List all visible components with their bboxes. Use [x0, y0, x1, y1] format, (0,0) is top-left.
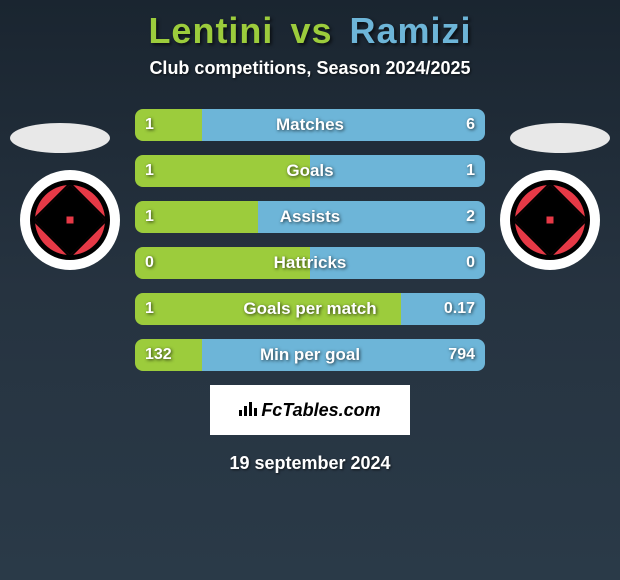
stat-bar-value-left: 1	[145, 116, 154, 134]
title-player-right: Ramizi	[350, 10, 472, 51]
stat-bar: Matches 1 6	[135, 109, 485, 141]
brand-box: FcTables.com	[210, 385, 410, 435]
page-title: Lentini vs Ramizi	[0, 0, 620, 52]
stat-bar: Hattricks 0 0	[135, 247, 485, 279]
club-badge-right	[500, 170, 600, 270]
stat-bar-label: Goals per match	[243, 299, 376, 319]
stat-bar-label: Hattricks	[274, 253, 347, 273]
stat-bar-label: Matches	[276, 115, 344, 135]
comparison-bars: Matches 1 6 Goals 1 1 Assists 1 2 Hattricks 0 0 Goal…	[135, 109, 485, 371]
stat-bar: Assists 1 2	[135, 201, 485, 233]
stat-bar-label: Goals	[286, 161, 333, 181]
stat-bar: Goals 1 1	[135, 155, 485, 187]
stat-bar-left-fill	[135, 155, 310, 187]
stat-bar-value-right: 2	[466, 208, 475, 226]
title-vs: vs	[290, 10, 332, 51]
title-player-left: Lentini	[148, 10, 273, 51]
stat-bar-value-right: 6	[466, 116, 475, 134]
stat-bar-label: Min per goal	[260, 345, 360, 365]
stat-bar-value-left: 132	[145, 346, 172, 364]
stat-bar-label: Assists	[280, 207, 340, 227]
stat-bar-right-fill	[310, 155, 485, 187]
stat-bar: Min per goal 132 794	[135, 339, 485, 371]
stat-bar-value-left: 0	[145, 254, 154, 272]
xamax-badge-icon	[510, 180, 590, 260]
xamax-badge-icon	[30, 180, 110, 260]
stat-bar-value-right: 0.17	[444, 300, 475, 318]
infographic-date: 19 september 2024	[0, 453, 620, 474]
stat-bar-value-right: 794	[448, 346, 475, 364]
club-badge-left	[20, 170, 120, 270]
stat-bar-value-left: 1	[145, 162, 154, 180]
brand-text: FcTables.com	[239, 400, 380, 421]
stat-bar: Goals per match 1 0.17	[135, 293, 485, 325]
chart-bars-icon	[239, 402, 257, 421]
brand-label: FcTables.com	[261, 400, 380, 420]
subtitle: Club competitions, Season 2024/2025	[0, 58, 620, 79]
stat-bar-value-right: 1	[466, 162, 475, 180]
stat-bar-value-right: 0	[466, 254, 475, 272]
player-placeholder-right	[510, 123, 610, 153]
player-placeholder-left	[10, 123, 110, 153]
stat-bar-value-left: 1	[145, 208, 154, 226]
stat-bar-value-left: 1	[145, 300, 154, 318]
